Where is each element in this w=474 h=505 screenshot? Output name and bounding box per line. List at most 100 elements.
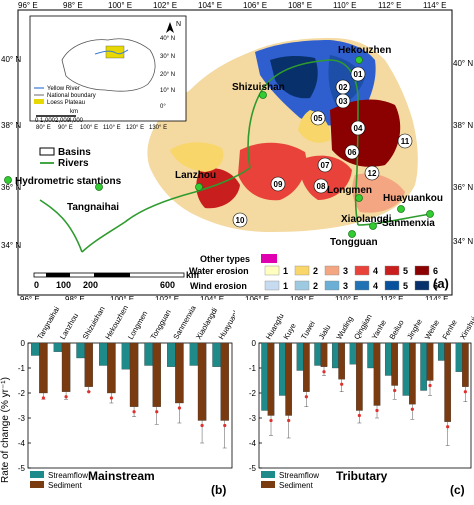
wind-level-label: 4: [373, 281, 378, 291]
station-marker: [259, 91, 267, 99]
legend-label: Streamflow: [279, 471, 319, 480]
significance-star: [446, 425, 450, 429]
y-tick-label: -1: [18, 364, 26, 373]
svg-text:05: 05: [314, 114, 323, 123]
significance-star: [109, 396, 114, 400]
svg-text:11: 11: [401, 137, 410, 146]
lat-ticks-left: 40° N 38° N 36° N 34° N: [1, 55, 21, 250]
lat-ticks-right: 40° N 38° N 36° N 34° N: [453, 59, 473, 246]
bar-streamflow: [384, 342, 392, 376]
water-swatch: [384, 265, 400, 276]
significance-star: [87, 390, 91, 394]
significance-star: [287, 418, 291, 423]
y-tick-label: -3: [249, 414, 257, 423]
map-legend: Basins Rivers Hydrometric stantions: [4, 147, 122, 187]
basin-07: 07: [317, 157, 333, 173]
bar-streamflow: [402, 342, 410, 396]
significance-star: [155, 410, 159, 414]
lon-tick: 106° E: [245, 295, 269, 300]
rivers: [39, 59, 431, 253]
bar-sediment: [373, 342, 381, 406]
category-label: Tuwei: [299, 319, 317, 341]
bar-sediment: [197, 342, 207, 421]
wind-swatch: [354, 280, 370, 291]
basin-numbers: 01 02 03 04 05 06 07 08 09 10 11 12: [232, 66, 413, 228]
north-arrow-icon: N: [166, 21, 181, 33]
wind-level-label: 2: [313, 281, 318, 291]
station-label-sanmenxia: Sanmenxia: [382, 218, 435, 229]
chart-mainstream-svg: Rate of change (% yr⁻¹) Mainstream (b) 0…: [0, 300, 245, 497]
station-label-longmen: Longmen: [327, 185, 372, 196]
svg-text:Loess Plateau: Loess Plateau: [47, 100, 85, 106]
basin-10: 10: [232, 212, 248, 228]
svg-text:12: 12: [368, 169, 377, 178]
bar-sediment: [338, 342, 346, 380]
lat-tick: 40° N: [453, 59, 473, 68]
erosion-map: Hekouzhen Shizuishan Lanzhou Tangnaihai …: [1, 1, 473, 304]
hydrometric-stations: [95, 56, 434, 238]
bar-sediment: [285, 342, 293, 416]
inset-map: 40° N 30° N 20° N 10° N 0° 80° E 90° E 1…: [29, 15, 187, 131]
svg-text:National boundary: National boundary: [47, 93, 96, 99]
bar-sediment: [175, 342, 184, 404]
significance-star: [410, 407, 414, 411]
station-label-tongguan: Tongguan: [330, 237, 378, 248]
bar-streamflow: [314, 342, 321, 366]
basin-05: 05: [310, 110, 326, 126]
bar-streamflow: [455, 342, 463, 372]
legend-swatch: [261, 471, 275, 478]
station-marker: [348, 230, 356, 238]
legend-other-types: Other types: [200, 254, 250, 264]
svg-text:km: km: [70, 109, 78, 115]
wind-level-label: 1: [283, 281, 288, 291]
wind-swatch: [294, 280, 310, 291]
significance-star: [340, 382, 344, 386]
significance-star: [269, 418, 273, 423]
inset-lon-ticks: 80° E 90° E 100° E 110° E 120° E 130° E: [36, 125, 167, 131]
water-level-label: 1: [283, 266, 288, 276]
svg-text:4,000: 4,000: [68, 118, 84, 124]
bar-sediment: [303, 342, 310, 392]
category-label: Longmen: [126, 309, 149, 341]
category-label: Fenhe: [440, 318, 458, 341]
svg-text:200: 200: [83, 280, 98, 290]
lon-tick: 114° E: [425, 295, 449, 300]
bar-streamflow: [349, 342, 357, 365]
y-tick-label: -2: [249, 389, 257, 398]
significance-star: [41, 396, 46, 400]
water-level-label: 4: [373, 266, 378, 276]
significance-star: [393, 388, 397, 393]
basin-11: 11: [397, 133, 413, 149]
bar-streamflow: [167, 342, 176, 367]
water-level-label: 6: [433, 266, 438, 276]
svg-text:km: km: [186, 270, 199, 280]
bar-streamflow: [331, 342, 339, 369]
lon-ticks-bottom: 96° E 98° E 100° E 102° E 104° E 106° E …: [20, 295, 449, 304]
wind-swatch: [414, 280, 430, 291]
lon-tick: 96° E: [20, 295, 40, 300]
station-marker: [426, 210, 434, 218]
station-label-shizuishan: Shizuishan: [232, 82, 285, 93]
wind-level-label: 6: [433, 281, 438, 291]
water-swatch: [294, 265, 310, 276]
legend-label: Streamflow: [48, 471, 88, 480]
bar-sediment: [39, 342, 48, 394]
lon-tick: 106° E: [243, 1, 267, 10]
bar-streamflow: [144, 342, 153, 366]
legend-swatch: [30, 471, 44, 478]
lon-tick: 100° E: [110, 295, 134, 300]
station-label-hekouzhen: Hekouzhen: [338, 45, 391, 56]
basin-02: 02: [335, 79, 351, 95]
plot-frame: [258, 342, 472, 469]
significance-star: [223, 423, 227, 428]
significance-star: [357, 413, 361, 418]
significance-star: [304, 395, 308, 399]
water-swatch: [414, 265, 430, 276]
basin-01: 01: [350, 66, 366, 82]
category-label: Jialu: [317, 323, 333, 341]
y-tick-label: -5: [18, 464, 26, 473]
bar-streamflow: [121, 342, 131, 370]
bar-streamflow: [212, 342, 221, 367]
svg-text:40° N: 40° N: [160, 36, 175, 42]
legend-swatch: [30, 481, 44, 488]
